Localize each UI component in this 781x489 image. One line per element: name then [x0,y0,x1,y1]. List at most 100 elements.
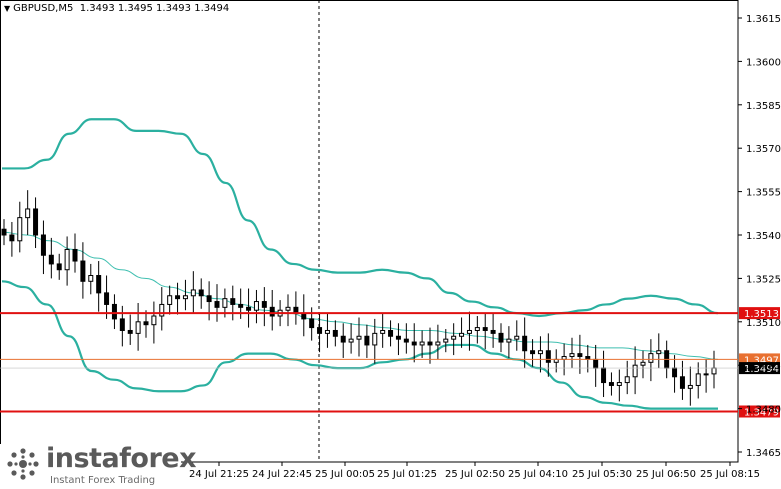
candle-body [135,321,141,334]
candle-body [119,318,125,331]
y-tick-label: 1.3615 [746,14,781,25]
candle-body [214,301,220,308]
candle-body [332,329,338,337]
candle-body [466,329,472,334]
candle-body [246,306,252,311]
candle-body [143,321,149,326]
candle-body [679,376,685,389]
y-tick-label: 1.3495 [746,361,781,372]
candle-body [198,289,204,297]
candle-body [206,295,212,303]
candle-body [348,338,354,343]
candle-body [17,217,23,242]
y-tick-label: 1.3510 [746,318,781,329]
price-level-label: 1.3497 [744,355,779,366]
symbol-label: GBPUSD,M5 [13,3,74,14]
candle-body [569,353,575,358]
candle-body [514,335,520,340]
candle-body [9,234,15,242]
candle-body [427,341,433,346]
collapse-triangle-icon[interactable]: ▼ [4,4,11,13]
candle-body [182,295,188,300]
candle-body [1,228,7,236]
y-tick-label: 1.3570 [746,144,781,155]
y-tick-label: 1.3555 [746,188,781,199]
candle-body [40,234,46,256]
candle-body [530,350,536,355]
candle-body [506,338,512,343]
x-tick-label: 24 Jul 22:45 [252,469,312,480]
candle-body [33,208,39,236]
candle-body [474,327,480,331]
watermark-tagline: Instant Forex Trading [50,475,156,486]
candle-body [545,350,551,363]
bid-level-tag [739,362,780,375]
candle-body [395,335,401,340]
candle-body [624,376,630,384]
candle-body [411,341,417,346]
candle-body [522,335,528,352]
candle-body [498,332,504,343]
candle-body [577,353,583,358]
candle-body [25,208,31,219]
candle-body [593,358,599,369]
bollinger-upper-line [1,118,719,318]
support-level-tag [739,405,780,418]
candle-body [648,353,654,363]
y-tick-label: 1.3540 [746,231,781,242]
candle-body [111,303,117,320]
candle-body [190,289,196,297]
candle-body [403,338,409,343]
candle-body [64,248,70,271]
candle-body [388,329,394,337]
candle-body [269,306,275,317]
candle-body [175,295,181,300]
x-tick-label: 25 Jul 06:50 [636,469,696,480]
candle-body [695,373,701,386]
x-tick-label: 25 Jul 02:50 [445,469,505,480]
candle-body [608,382,614,386]
watermark-brand: instaforex [46,443,197,474]
x-tick-label: 25 Jul 00:05 [315,469,375,480]
candle-body [537,350,543,355]
y-tick-label: 1.3585 [746,101,781,112]
candle-body [167,295,173,305]
support-level-label: 1.3479 [744,407,779,418]
candle-body [56,263,62,271]
price-axis: 1.3615 1.3600 1.3585 1.3570 1.3555 1.3540 1.35… [738,14,781,459]
plot-frame [0,0,739,463]
candle-body [459,332,465,337]
candle-body [632,364,638,378]
candle-body [72,248,78,262]
candles [1,190,717,406]
candle-body [104,292,110,305]
watermark: instaforex Instant Forex Trading [0,443,197,489]
candle-body [451,335,457,340]
candle-body [372,332,378,346]
candle-body [309,318,315,329]
candle-body [151,315,157,326]
candle-body [222,298,228,308]
candle-body [253,301,259,311]
bid-level-label: 1.3494 [744,364,779,375]
candle-body [490,329,496,334]
x-tick-label: 24 Jul 21:25 [189,469,249,480]
y-tick-label: 1.3465 [746,448,781,459]
y-tick-label: 1.3480 [746,405,781,416]
bollinger-lower-line [1,280,718,410]
candle-body [356,335,362,340]
resistance-level-tag [739,307,780,320]
candle-body [324,329,330,334]
candle-body [443,338,449,343]
candle-body [238,303,244,308]
chart-series [1,118,719,410]
y-tick-label: 1.3525 [746,274,781,285]
candle-body [230,298,236,305]
resistance-level-label: 1.3513 [744,309,779,320]
candle-body [703,373,709,376]
candle-body [96,275,102,294]
candle-body [261,301,267,308]
